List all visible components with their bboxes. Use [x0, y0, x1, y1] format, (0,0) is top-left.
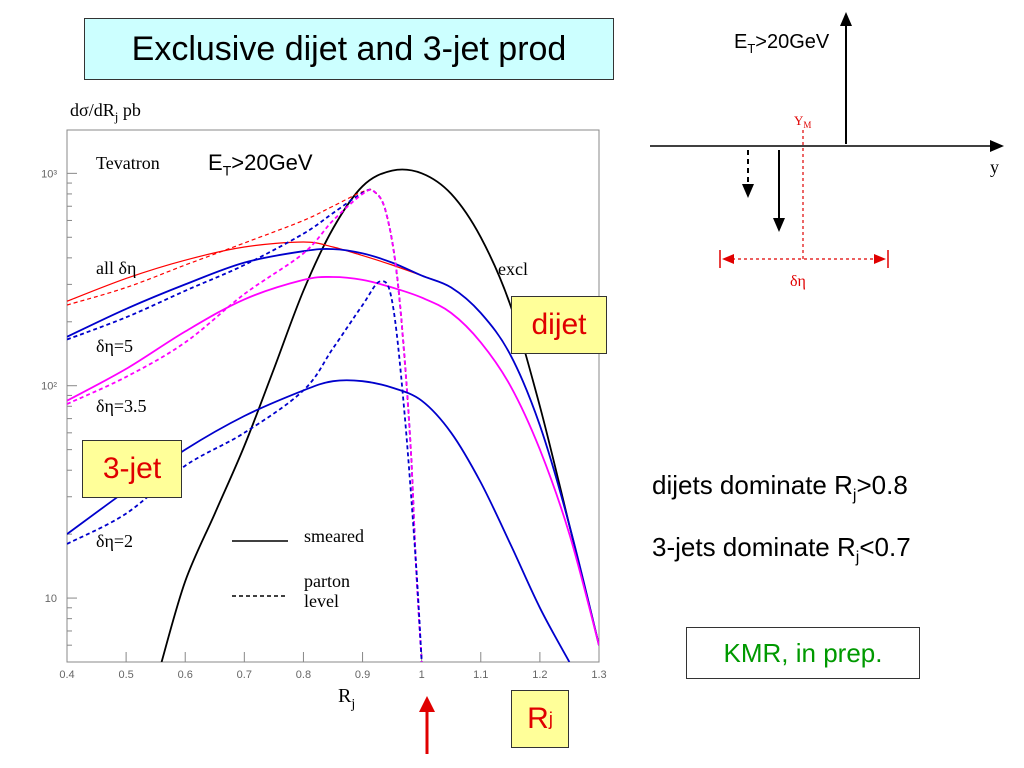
series-line-6 — [67, 188, 423, 662]
legend-dashed-line2: level — [304, 591, 339, 611]
excl-label: excl — [498, 259, 528, 279]
plot-frame — [66, 129, 600, 663]
x-tick-label: 1.1 — [473, 669, 488, 681]
y-tick-label: 10 — [45, 593, 57, 605]
dijet-box: dijet — [511, 296, 607, 354]
tevatron-label: Tevatron — [96, 153, 160, 173]
x-axis-label: Rj — [338, 685, 355, 712]
kmr-note: KMR, in prep. — [686, 627, 920, 679]
slide-title: Exclusive dijet and 3-jet prod — [84, 18, 614, 80]
series-line-8 — [67, 280, 423, 662]
x-tick-label: 0.9 — [355, 669, 370, 681]
axis-ticks: 0.4 0.5 0.6 0.7 0.8 0.9 1 1.1 1.2 1.3 10 10² 10³ — [41, 168, 607, 681]
deta-label: δη — [790, 273, 806, 290]
curves — [67, 168, 599, 662]
x-tick-label: 1 — [419, 669, 425, 681]
x-tick-label: 0.4 — [59, 669, 74, 681]
threejet-box: 3-jet — [82, 440, 182, 498]
legend-dashed-label: parton level — [304, 571, 354, 611]
y-axis-label: dσ/dRj pb — [70, 100, 141, 124]
x-tick-label: 0.6 — [178, 669, 193, 681]
diagram-et-label: ET>20GeV — [734, 31, 830, 56]
dijets-note: dijets dominate Rj>0.8 — [652, 470, 908, 505]
series-line-5 — [67, 276, 599, 646]
deta35-label: δη=3.5 — [96, 396, 147, 416]
legend-dashed-line1: parton — [304, 571, 350, 591]
x-tick-label: 0.5 — [118, 669, 133, 681]
x-tick-label: 1.2 — [532, 669, 547, 681]
red-up-arrow — [419, 696, 435, 754]
series-line-0 — [160, 168, 599, 662]
rapidity-diagram: y ET>20GeV YM δη — [650, 12, 1004, 290]
y-tick-label: 10³ — [41, 168, 57, 180]
deta2-label: δη=2 — [96, 531, 133, 551]
legend-solid-label: smeared — [304, 526, 364, 546]
x-tick-label: 0.8 — [296, 669, 311, 681]
x-tick-label: 0.7 — [237, 669, 252, 681]
cross-section-chart: dσ/dRj pb 0.4 0.5 0.6 0.7 0.8 0.9 1 1.1 1.2 1.3 10… — [41, 100, 607, 712]
et-cut-label: ET>20GeV — [208, 150, 313, 179]
all-deta-label: all δη — [96, 258, 136, 278]
series-line-3 — [67, 248, 599, 646]
series-line-7 — [67, 379, 571, 662]
y-axis-diagram-label: y — [990, 157, 999, 177]
deta5-label: δη=5 — [96, 336, 133, 356]
x-tick-label: 1.3 — [591, 669, 606, 681]
ym-label: YM — [794, 113, 811, 130]
threejets-note: 3-jets dominate Rj<0.7 — [652, 532, 911, 567]
y-tick-label: 10² — [41, 381, 57, 393]
